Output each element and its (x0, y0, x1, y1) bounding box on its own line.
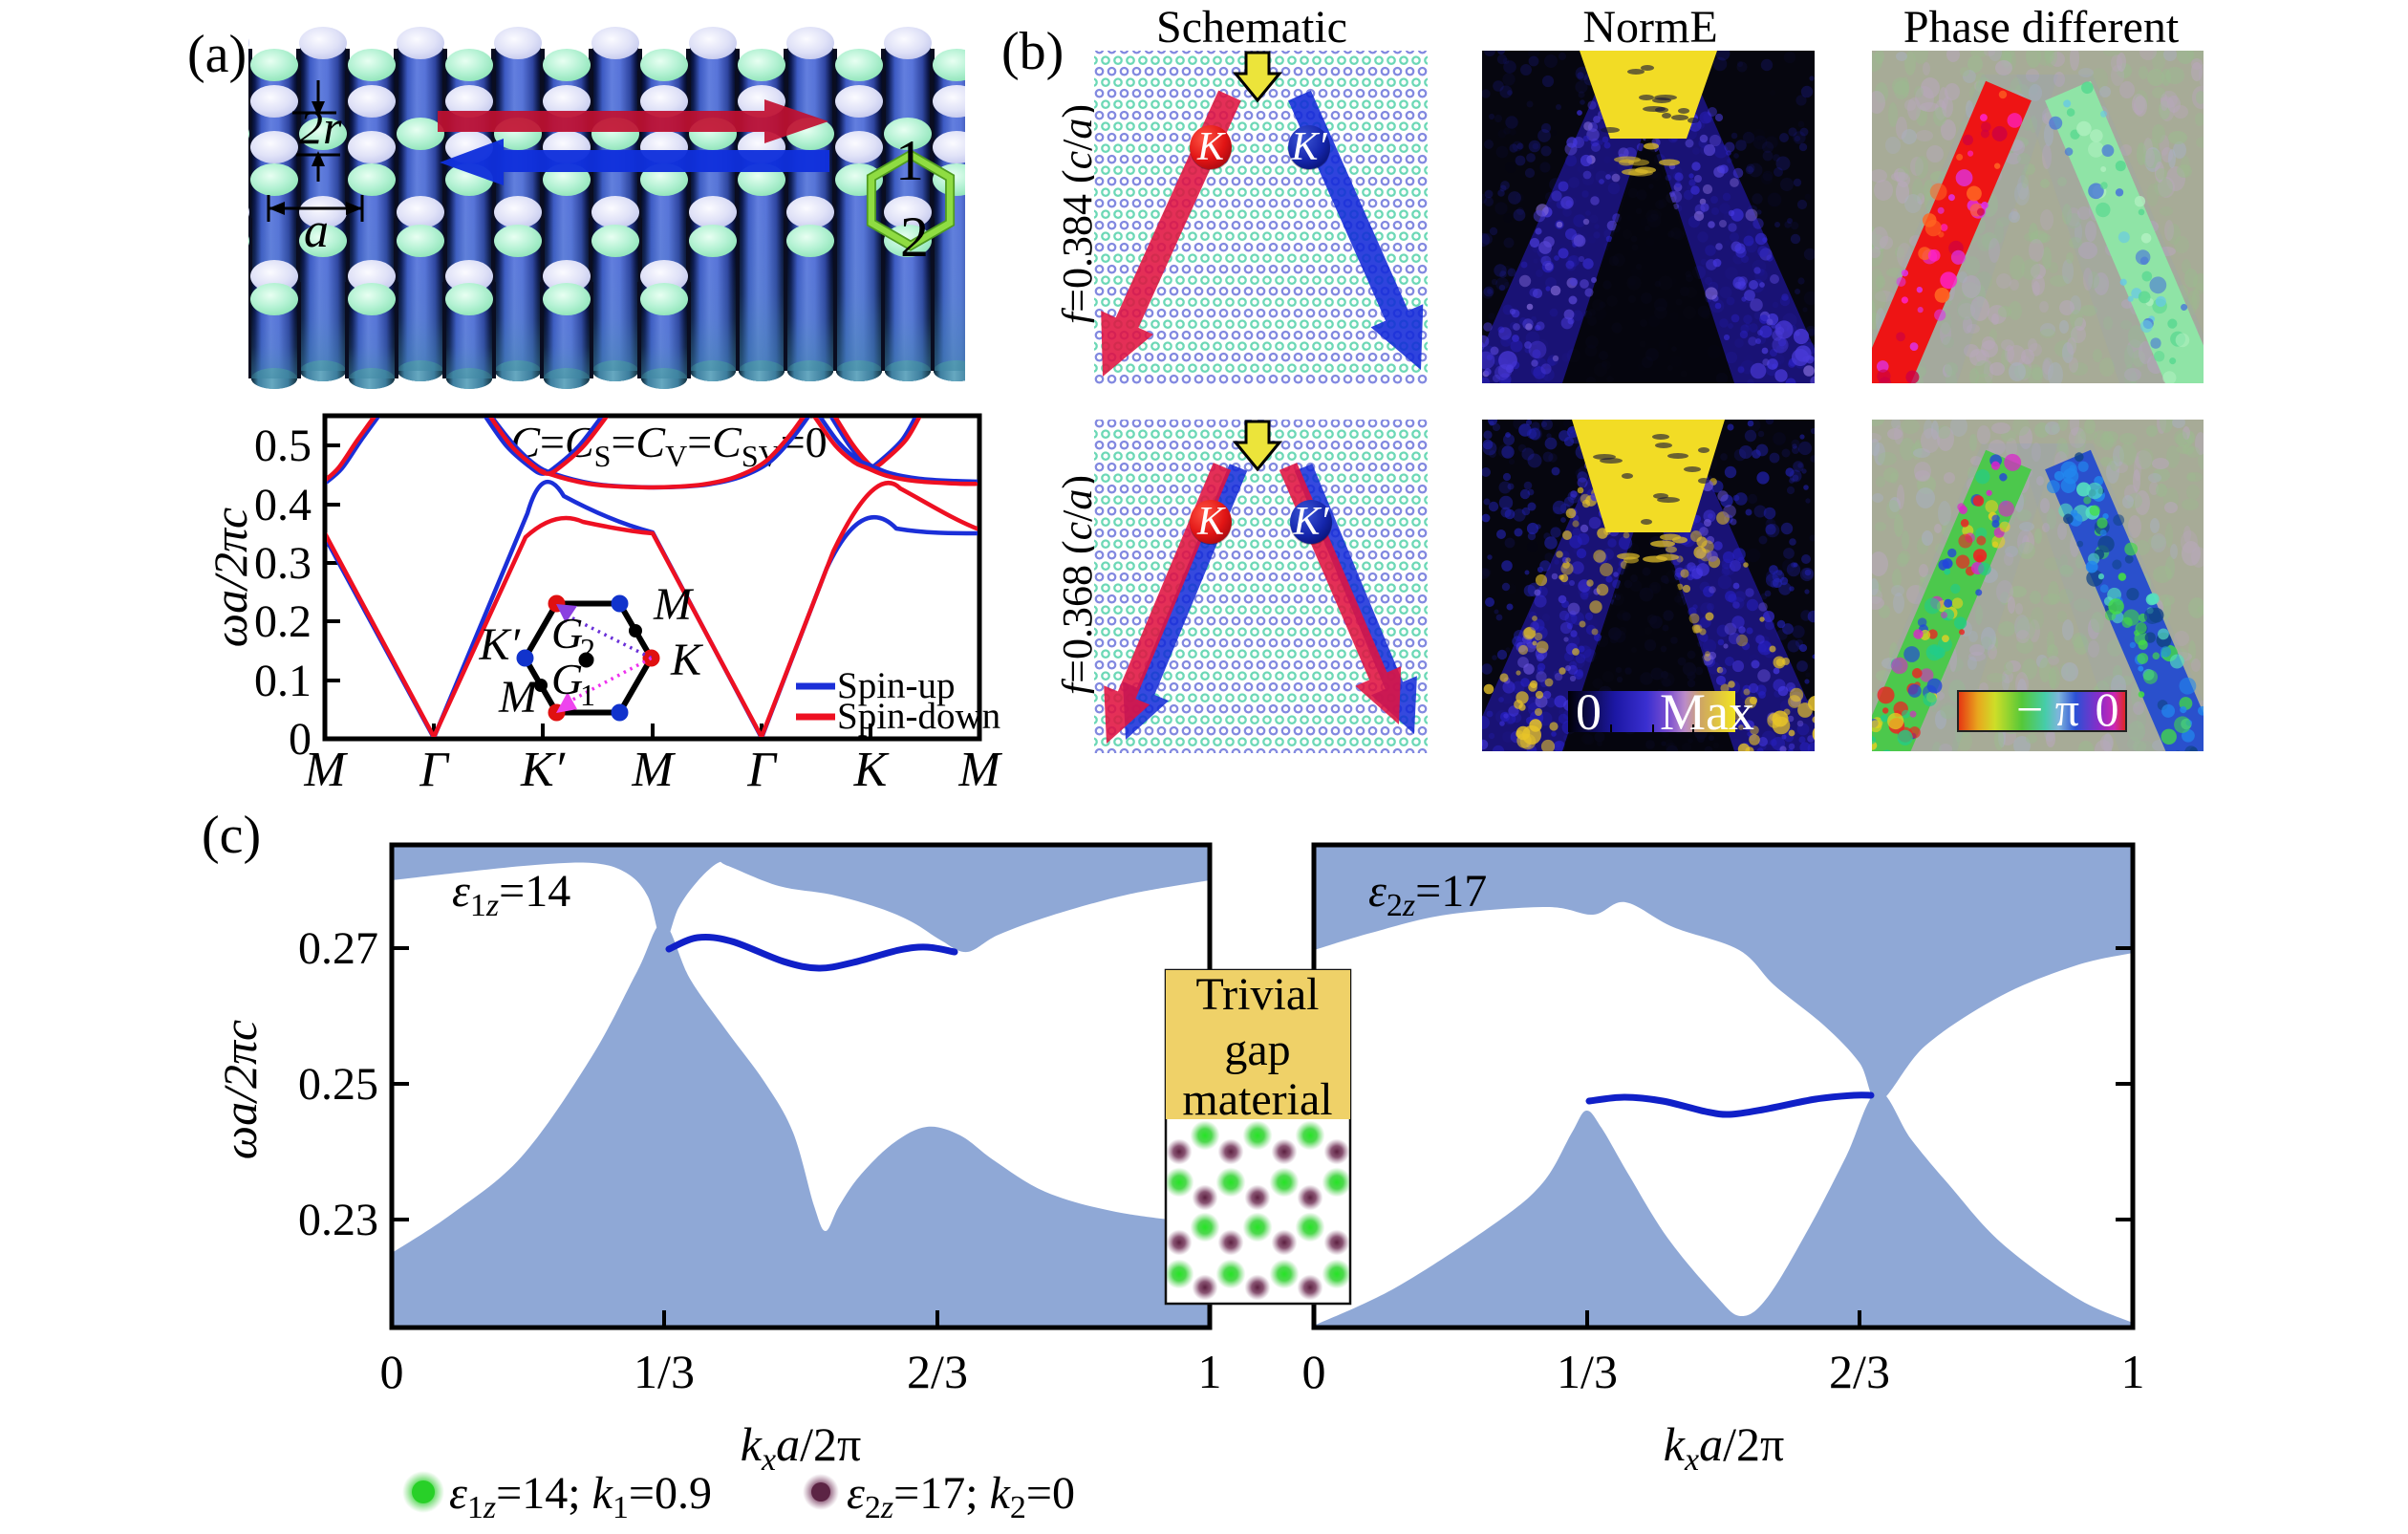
svg-text:1: 1 (1198, 1345, 1222, 1398)
svg-text:0: 0 (380, 1345, 404, 1398)
svg-text:1: 1 (580, 678, 595, 712)
svg-text:K: K (853, 743, 890, 797)
svg-text:Γ: Γ (746, 743, 778, 797)
svg-text:ε1z=14: ε1z=14 (452, 866, 570, 923)
svg-text:0.5: 0.5 (254, 421, 312, 471)
svg-text:ε2z=17; k2=0: ε2z=17; k2=0 (847, 1468, 1075, 1525)
svg-text:ωa/2πc: ωa/2πc (204, 508, 257, 647)
svg-text:0: 0 (1302, 1345, 1326, 1398)
svg-text:K: K (1196, 125, 1226, 169)
svg-text:K: K (1196, 500, 1226, 544)
svg-text:M: M (631, 743, 676, 797)
svg-text:0.25: 0.25 (298, 1059, 378, 1110)
svg-text:(b): (b) (1001, 22, 1064, 81)
svg-text:K′: K′ (1290, 125, 1327, 169)
svg-text:M: M (303, 743, 348, 797)
svg-text:0: 0 (2096, 682, 2119, 736)
svg-text:f=0.368 (c/a): f=0.368 (c/a) (1054, 475, 1101, 695)
svg-text:Max: Max (1660, 683, 1754, 741)
svg-text:kxa/2π: kxa/2π (741, 1417, 861, 1478)
svg-text:0.27: 0.27 (298, 923, 378, 974)
svg-text:2: 2 (580, 632, 595, 666)
svg-text:0.1: 0.1 (254, 656, 312, 706)
svg-text:gap: gap (1224, 1025, 1290, 1075)
svg-text:Spin-down: Spin-down (837, 696, 1000, 737)
svg-text:1: 1 (2121, 1345, 2145, 1398)
svg-text:Schematic: Schematic (1156, 2, 1347, 53)
svg-text:2/3: 2/3 (907, 1345, 968, 1398)
svg-text:M: M (957, 743, 1002, 797)
svg-text:M: M (498, 672, 540, 723)
svg-text:ε1z=14; k1=0.9: ε1z=14; k1=0.9 (449, 1468, 712, 1525)
svg-text:a: a (304, 204, 329, 258)
svg-text:0.2: 0.2 (254, 596, 312, 647)
svg-text:ωa/2πc: ωa/2πc (213, 1020, 267, 1159)
svg-text:0: 0 (1576, 683, 1602, 741)
svg-text:f=0.384 (c/a): f=0.384 (c/a) (1054, 104, 1101, 324)
svg-text:− π: − π (2016, 682, 2079, 736)
svg-text:M: M (653, 579, 695, 630)
svg-text:Phase different: Phase different (1903, 2, 2180, 53)
svg-text:(a): (a) (187, 25, 247, 84)
svg-text:K′: K′ (1292, 500, 1329, 544)
svg-text:G: G (551, 609, 583, 658)
svg-text:Trivial: Trivial (1196, 969, 1320, 1020)
svg-text:1: 1 (895, 129, 924, 192)
svg-text:0.23: 0.23 (298, 1195, 378, 1245)
svg-text:Γ: Γ (419, 743, 450, 797)
svg-text:NormE: NormE (1582, 2, 1717, 53)
svg-text:(c): (c) (202, 806, 261, 865)
svg-text:1/3: 1/3 (634, 1345, 695, 1398)
svg-text:G: G (551, 655, 583, 703)
svg-text:ε2z=17: ε2z=17 (1368, 866, 1487, 923)
svg-text:K: K (670, 635, 704, 685)
svg-text:Spin-up: Spin-up (837, 665, 956, 706)
svg-text:2/3: 2/3 (1829, 1345, 1890, 1398)
svg-text:0: 0 (289, 714, 312, 765)
svg-text:K′: K′ (478, 619, 521, 670)
svg-text:0.4: 0.4 (254, 480, 312, 530)
svg-text:1/3: 1/3 (1557, 1345, 1618, 1398)
svg-text:2: 2 (900, 205, 929, 269)
svg-text:0.3: 0.3 (254, 538, 312, 589)
svg-text:kxa/2π: kxa/2π (1664, 1417, 1784, 1478)
svg-text:K′: K′ (520, 743, 567, 797)
svg-text:material: material (1182, 1074, 1332, 1125)
